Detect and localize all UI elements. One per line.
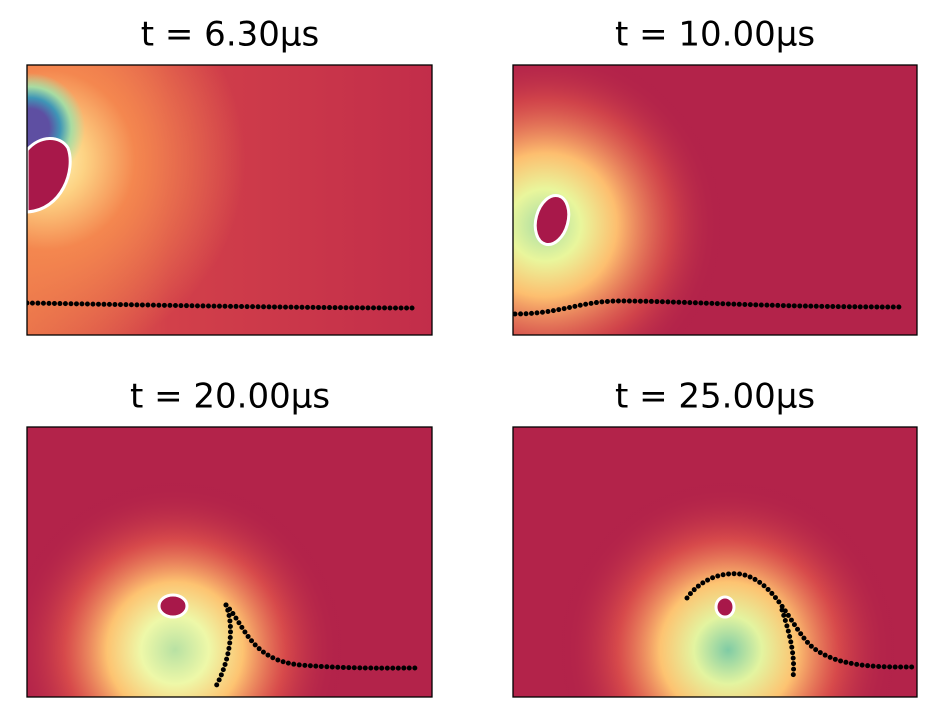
panel-title: t = 25.00μs <box>615 377 815 417</box>
panel-title: t = 20.00μs <box>130 377 330 417</box>
panel <box>513 427 917 697</box>
panel <box>27 65 432 335</box>
panel <box>513 65 917 335</box>
panel-title: t = 6.30μs <box>141 15 319 55</box>
panel <box>27 427 432 697</box>
panel-title: t = 10.00μs <box>615 15 815 55</box>
